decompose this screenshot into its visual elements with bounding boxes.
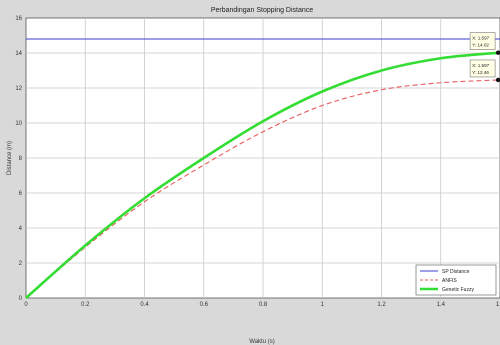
data-tip-box [469,59,496,78]
x-tick-labels: 0 0.2 0.4 0.6 0.8 1 1.2 1.4 1.6 [24,302,500,308]
y-axis-label: Distance (m) [7,141,13,175]
x-tick-label: 1.6 [496,302,500,308]
y-tick-label: 12 [15,86,22,92]
data-tip-text: Y: 14.02 [472,43,489,48]
data-tip-text: Y: 12.46 [472,70,489,75]
data-tip-marker [495,50,500,55]
x-tick-label: 0 [24,302,28,308]
y-tick-label: 8 [19,156,23,162]
legend-label-anfis: ANFIS [442,278,457,284]
data-tip-text: X: 1.597 [472,36,490,41]
y-tick-label: 10 [15,121,22,127]
x-axis-label: Waktu (s) [249,339,274,345]
y-tick-label: 2 [19,261,23,267]
legend-label-sp-distance: SP Distance [442,269,470,275]
x-tick-label: 1.2 [377,302,386,308]
y-tick-label: 14 [15,51,22,57]
x-tick-label: 0.8 [259,302,268,308]
legend-label-genetic-fuzzy: Genetic Fuzzy [442,287,474,293]
series-lines [25,38,500,299]
x-tick-label: 1 [321,302,325,308]
legend: SP Distance ANFIS Genetic Fuzzy [415,264,497,296]
y-tick-label: 6 [19,191,23,197]
y-tick-labels: 0 2 4 6 8 10 12 14 16 [15,16,22,302]
data-tips: X: 1.597 Y: 14.02 X: 1.597 Y: 12.46 [469,32,500,83]
series-line-anfis [25,79,500,299]
x-tick-label: 0.6 [200,302,209,308]
chart-title: Perbandingan Stopping Distance [211,7,313,14]
y-tick-label: 4 [19,226,23,232]
data-tip-text: X: 1.597 [472,63,490,68]
x-tick-label: 1.4 [437,302,446,308]
x-tick-label: 0.2 [81,302,90,308]
y-tick-label: 16 [15,16,22,22]
series-line-genetic-fuzzy [25,51,500,299]
data-tip-box [469,32,496,50]
x-tick-label: 0.4 [140,302,149,308]
data-tip-marker [495,77,500,83]
y-tick-label: 0 [19,296,23,302]
grid-lines [26,18,500,298]
